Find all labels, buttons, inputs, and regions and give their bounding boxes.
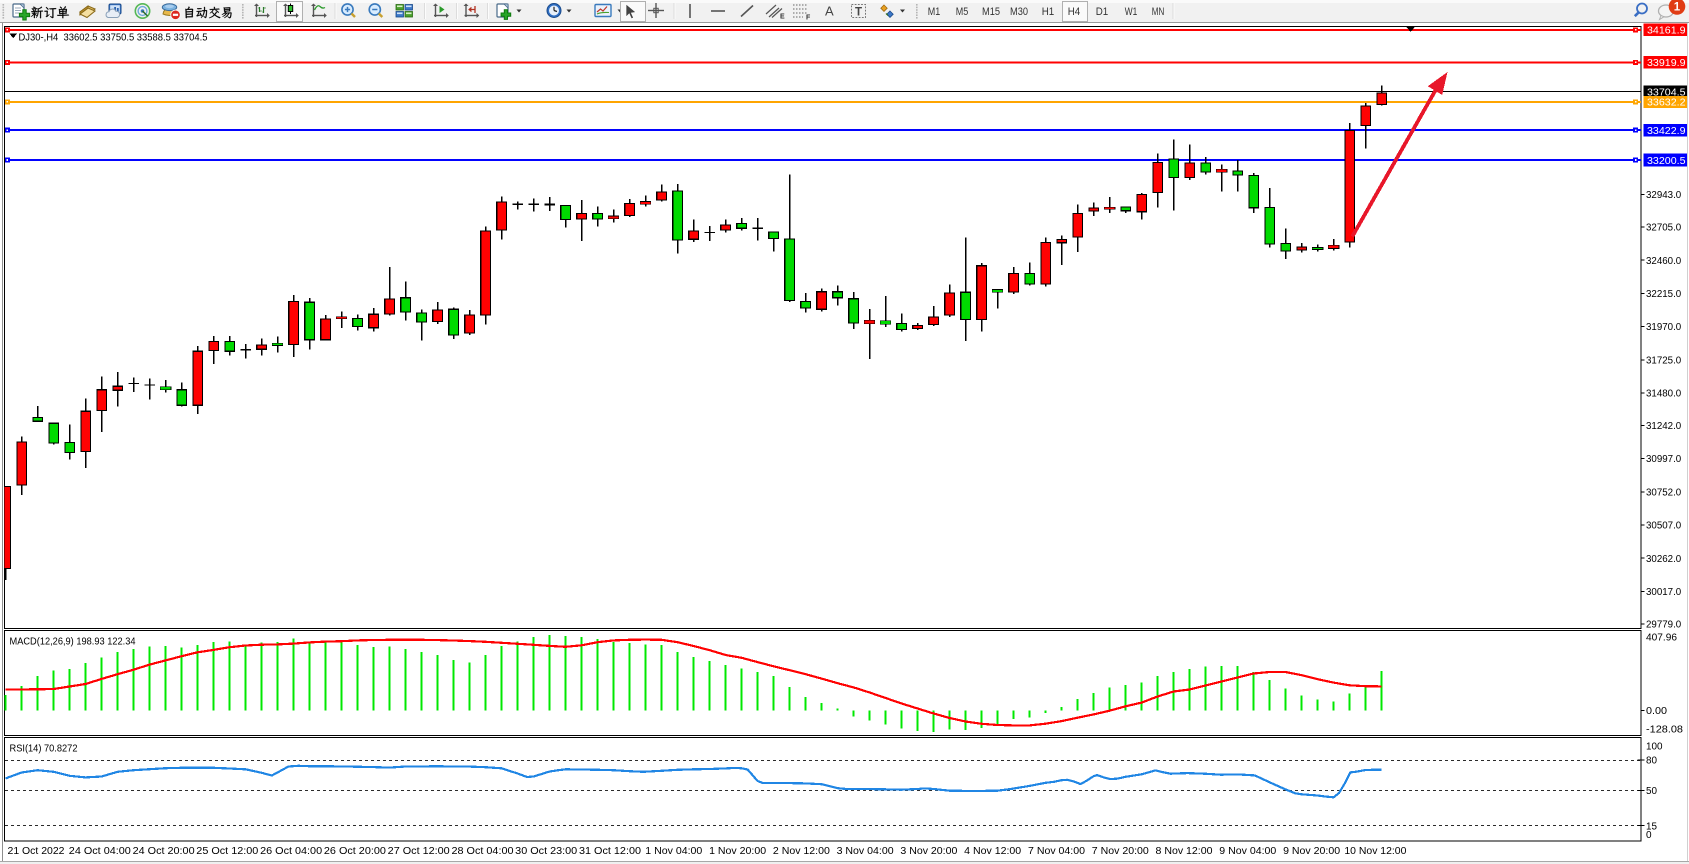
svg-text:30507.0: 30507.0 xyxy=(1646,521,1682,532)
svg-text:24 Oct 20:00: 24 Oct 20:00 xyxy=(133,846,195,857)
svg-text:33919.9: 33919.9 xyxy=(1647,58,1686,69)
svg-text:MN: MN xyxy=(1152,6,1165,18)
svg-text:30262.0: 30262.0 xyxy=(1646,554,1682,565)
svg-text:F: F xyxy=(806,15,811,22)
svg-text:7 Nov 04:00: 7 Nov 04:00 xyxy=(1028,846,1085,857)
svg-text:M5: M5 xyxy=(956,6,969,18)
svg-text:M30: M30 xyxy=(1010,6,1028,18)
svg-text:0.00: 0.00 xyxy=(1646,706,1667,717)
svg-text:80: 80 xyxy=(1646,756,1657,767)
svg-text:4 Nov 12:00: 4 Nov 12:00 xyxy=(964,846,1021,857)
svg-text:407.96: 407.96 xyxy=(1646,633,1677,644)
svg-text:31 Oct 12:00: 31 Oct 12:00 xyxy=(579,846,641,857)
svg-text:32215.0: 32215.0 xyxy=(1646,289,1682,300)
svg-text:30017.0: 30017.0 xyxy=(1646,587,1682,598)
svg-text:50: 50 xyxy=(1646,786,1657,797)
svg-text:MACD(12,26,9) 198.93 122.34: MACD(12,26,9) 198.93 122.34 xyxy=(10,636,136,648)
svg-text:32943.0: 32943.0 xyxy=(1646,190,1682,201)
svg-text:-128.08: -128.08 xyxy=(1646,725,1683,736)
svg-text:9 Nov 04:00: 9 Nov 04:00 xyxy=(1219,846,1276,857)
svg-text:W1: W1 xyxy=(1125,6,1138,18)
svg-text:33632.2: 33632.2 xyxy=(1647,98,1686,109)
svg-text:31242.0: 31242.0 xyxy=(1646,421,1682,432)
svg-text:25 Oct 12:00: 25 Oct 12:00 xyxy=(196,846,258,857)
svg-text:33704.5: 33704.5 xyxy=(1647,87,1686,98)
svg-text:31480.0: 31480.0 xyxy=(1646,389,1682,400)
svg-text:3 Nov 04:00: 3 Nov 04:00 xyxy=(837,846,894,857)
svg-text:30752.0: 30752.0 xyxy=(1646,488,1682,499)
svg-text:33422.9: 33422.9 xyxy=(1647,126,1686,137)
svg-text:28 Oct 04:00: 28 Oct 04:00 xyxy=(452,846,514,857)
svg-text:3 Nov 20:00: 3 Nov 20:00 xyxy=(900,846,957,857)
svg-text:27 Oct 12:00: 27 Oct 12:00 xyxy=(388,846,450,857)
svg-text:RSI(14) 70.8272: RSI(14) 70.8272 xyxy=(10,743,78,755)
svg-text:1: 1 xyxy=(1674,2,1681,14)
svg-text:33200.5: 33200.5 xyxy=(1647,156,1686,167)
svg-text:A: A xyxy=(825,4,834,19)
svg-text:26 Oct 20:00: 26 Oct 20:00 xyxy=(324,846,386,857)
svg-text:30997.0: 30997.0 xyxy=(1646,454,1682,465)
svg-text:31725.0: 31725.0 xyxy=(1646,356,1682,367)
svg-text:D1: D1 xyxy=(1096,6,1109,18)
svg-text:9 Nov 20:00: 9 Nov 20:00 xyxy=(1283,846,1340,857)
svg-text:M15: M15 xyxy=(982,6,1000,18)
svg-text:E: E xyxy=(780,14,785,21)
svg-text:34161.9: 34161.9 xyxy=(1647,26,1686,37)
svg-text:1 Nov 04:00: 1 Nov 04:00 xyxy=(645,846,702,857)
svg-text:31970.0: 31970.0 xyxy=(1646,322,1682,333)
svg-text:DJ30-,H4 33602.5 33750.5 3358: DJ30-,H4 33602.5 33750.5 33588.5 33704.5 xyxy=(19,32,208,44)
svg-text:21 Oct 2022: 21 Oct 2022 xyxy=(8,846,65,857)
svg-text:32460.0: 32460.0 xyxy=(1646,256,1682,267)
svg-text:T: T xyxy=(855,7,862,19)
svg-text:24 Oct 04:00: 24 Oct 04:00 xyxy=(69,846,131,857)
svg-text:H1: H1 xyxy=(1042,6,1055,18)
svg-text:1 Nov 20:00: 1 Nov 20:00 xyxy=(709,846,766,857)
svg-text:7 Nov 20:00: 7 Nov 20:00 xyxy=(1092,846,1149,857)
svg-text:32705.0: 32705.0 xyxy=(1646,223,1682,234)
svg-text:0: 0 xyxy=(1646,830,1652,841)
svg-text:26 Oct 04:00: 26 Oct 04:00 xyxy=(260,846,322,857)
svg-text:H4: H4 xyxy=(1068,6,1081,18)
svg-text:30 Oct 23:00: 30 Oct 23:00 xyxy=(515,846,577,857)
svg-text:100: 100 xyxy=(1646,741,1663,752)
svg-text:8 Nov 12:00: 8 Nov 12:00 xyxy=(1156,846,1213,857)
svg-text:2 Nov 12:00: 2 Nov 12:00 xyxy=(773,846,830,857)
svg-text:15: 15 xyxy=(1646,821,1657,832)
svg-text:10 Nov 12:00: 10 Nov 12:00 xyxy=(1344,846,1406,857)
svg-text:M1: M1 xyxy=(928,6,941,18)
svg-text:29779.0: 29779.0 xyxy=(1646,620,1682,631)
